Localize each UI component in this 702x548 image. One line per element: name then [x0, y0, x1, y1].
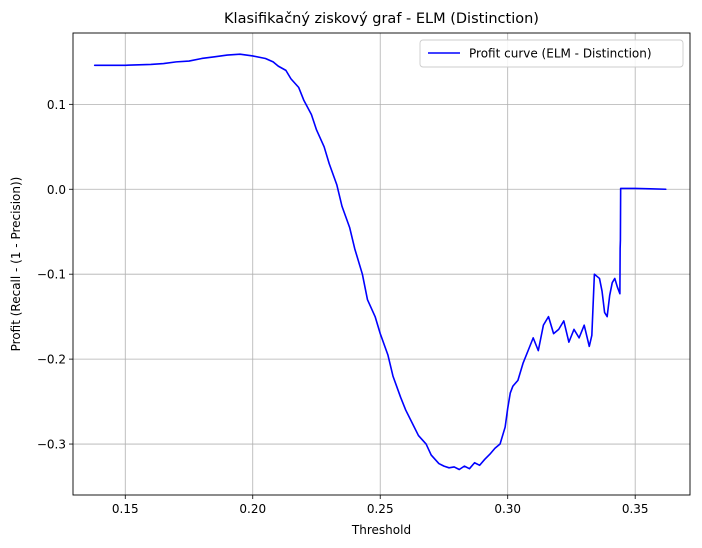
y-tick-label: 0.1: [47, 98, 66, 112]
y-tick-label: −0.3: [37, 438, 66, 452]
grid-lines: [73, 33, 690, 495]
legend: Profit curve (ELM - Distinction): [419, 39, 684, 68]
legend-box: [419, 39, 684, 68]
y-tick-label: 0.0: [47, 183, 66, 197]
x-axis-title: Threshold: [351, 523, 411, 537]
x-tick-label: 0.35: [622, 502, 649, 516]
axis-ticks: 0.15 0.20 0.25 0.30 0.35 −0.3 −0.2 −0.1 0.0 0.1: [37, 98, 649, 516]
series-line-0: [93, 53, 667, 471]
y-tick-label: −0.1: [37, 268, 66, 282]
x-tick-label: 0.20: [239, 502, 266, 516]
x-tick-label: 0.25: [367, 502, 394, 516]
y-axis-title: Profit (Recall - (1 - Precision)): [9, 177, 23, 352]
x-tick-label: 0.15: [112, 502, 139, 516]
plot-frame: [72, 32, 691, 496]
legend-label: Profit curve (ELM - Distinction): [469, 47, 652, 61]
x-tick-label: 0.30: [494, 502, 521, 516]
chart-title: Klasifikačný ziskový graf - ELM (Distinc…: [224, 11, 539, 27]
y-tick-label: −0.2: [37, 353, 66, 367]
series-layer: [93, 53, 667, 471]
